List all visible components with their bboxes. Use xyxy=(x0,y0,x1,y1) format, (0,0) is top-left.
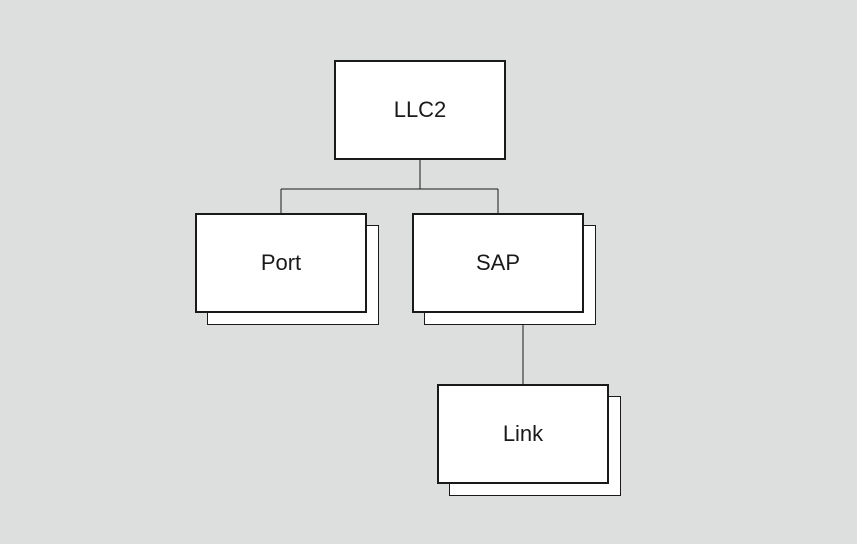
node-sap-box: SAP xyxy=(412,213,584,313)
node-port: Port xyxy=(195,213,379,325)
node-port-box: Port xyxy=(195,213,367,313)
node-link-label: Link xyxy=(503,421,543,447)
node-llc2-label: LLC2 xyxy=(394,97,447,123)
node-link: Link xyxy=(437,384,621,496)
node-sap-label: SAP xyxy=(476,250,520,276)
node-sap: SAP xyxy=(412,213,596,325)
node-llc2: LLC2 xyxy=(334,60,506,160)
node-llc2-box: LLC2 xyxy=(334,60,506,160)
node-port-label: Port xyxy=(261,250,301,276)
node-link-box: Link xyxy=(437,384,609,484)
diagram-canvas: LLC2 Port SAP Link xyxy=(0,0,857,544)
